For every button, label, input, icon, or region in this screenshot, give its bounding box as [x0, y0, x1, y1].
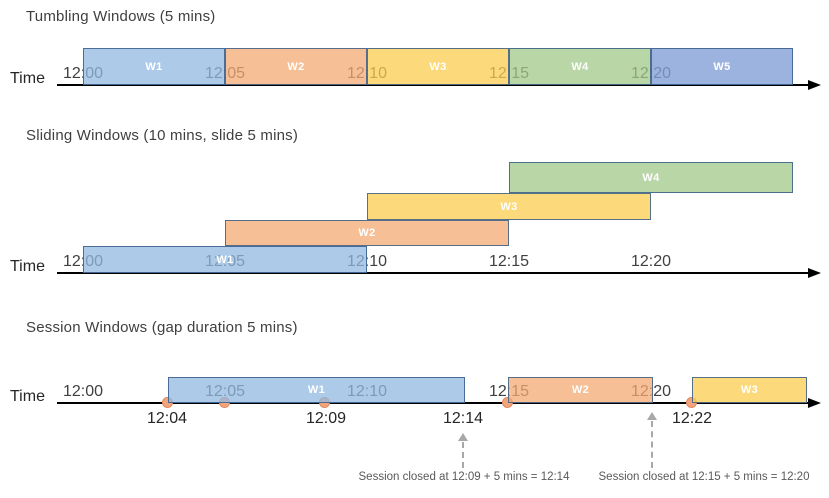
event-time-label-12:09: 12:09	[305, 410, 347, 427]
tumbling-window-w5: W5	[651, 48, 793, 85]
session-close-annotation-1: Session closed at 12:15 + 5 mins = 12:20	[598, 471, 810, 483]
sliding-window-label-w2: W2	[358, 227, 376, 239]
tumbling-axis-arrowhead-icon	[808, 80, 821, 90]
sliding-section-title: Sliding Windows (10 mins, slide 5 mins)	[26, 127, 299, 144]
event-time-label-12:14: 12:14	[442, 410, 484, 427]
dashed-arrowhead-icon-1	[647, 412, 657, 420]
tumbling-window-w2: W2	[225, 48, 367, 85]
sliding-window-w1: W1	[83, 246, 367, 273]
session-tick-12:00: 12:00	[62, 383, 104, 400]
session-time-axis-label: Time	[10, 388, 45, 405]
tumbling-time-axis-label: Time	[10, 70, 45, 87]
session-axis-arrowhead-icon	[808, 398, 821, 408]
tumbling-window-label-w3: W3	[429, 60, 447, 73]
session-window-label-w1: W1	[307, 384, 326, 396]
session-window-w3: W3	[692, 377, 807, 403]
sliding-tick-12:20: 12:20	[630, 253, 672, 270]
dashed-arrowhead-icon-0	[458, 433, 468, 441]
session-window-w2: W2	[508, 377, 653, 403]
tumbling-window-label-w5: W5	[713, 60, 731, 73]
sliding-window-label-w4: W4	[642, 171, 660, 184]
event-time-label-12:04: 12:04	[146, 410, 188, 427]
sliding-axis-arrowhead-icon	[808, 268, 821, 278]
sliding-window-w2: W2	[225, 220, 509, 246]
sliding-time-axis-label: Time	[10, 258, 45, 275]
session-section-title: Session Windows (gap duration 5 mins)	[26, 319, 298, 336]
sliding-tick-12:15: 12:15	[488, 253, 530, 270]
tumbling-window-w1: W1	[83, 48, 225, 85]
dashed-arrow-line-0	[462, 442, 464, 468]
sliding-window-w4: W4	[509, 162, 793, 193]
session-time-axis	[57, 402, 810, 404]
tumbling-window-w4: W4	[509, 48, 651, 85]
tumbling-window-label-w2: W2	[287, 60, 305, 73]
session-close-annotation-0: Session closed at 12:09 + 5 mins = 12:14	[358, 471, 570, 483]
tumbling-window-w3: W3	[367, 48, 509, 85]
tumbling-window-label-w4: W4	[571, 60, 589, 73]
sliding-window-label-w3: W3	[500, 200, 518, 213]
sliding-window-w3: W3	[367, 193, 651, 220]
sliding-window-label-w1: W1	[216, 253, 234, 266]
session-window-w1: W1	[168, 377, 465, 403]
tumbling-section-title: Tumbling Windows (5 mins)	[26, 8, 216, 25]
tumbling-window-label-w1: W1	[145, 60, 163, 73]
session-window-label-w2: W2	[571, 384, 590, 396]
event-time-label-12:22: 12:22	[671, 410, 713, 427]
tumbling-time-axis	[57, 84, 810, 86]
session-window-label-w3: W3	[740, 384, 759, 396]
sliding-time-axis	[57, 272, 810, 274]
dashed-arrow-line-1	[651, 421, 653, 468]
